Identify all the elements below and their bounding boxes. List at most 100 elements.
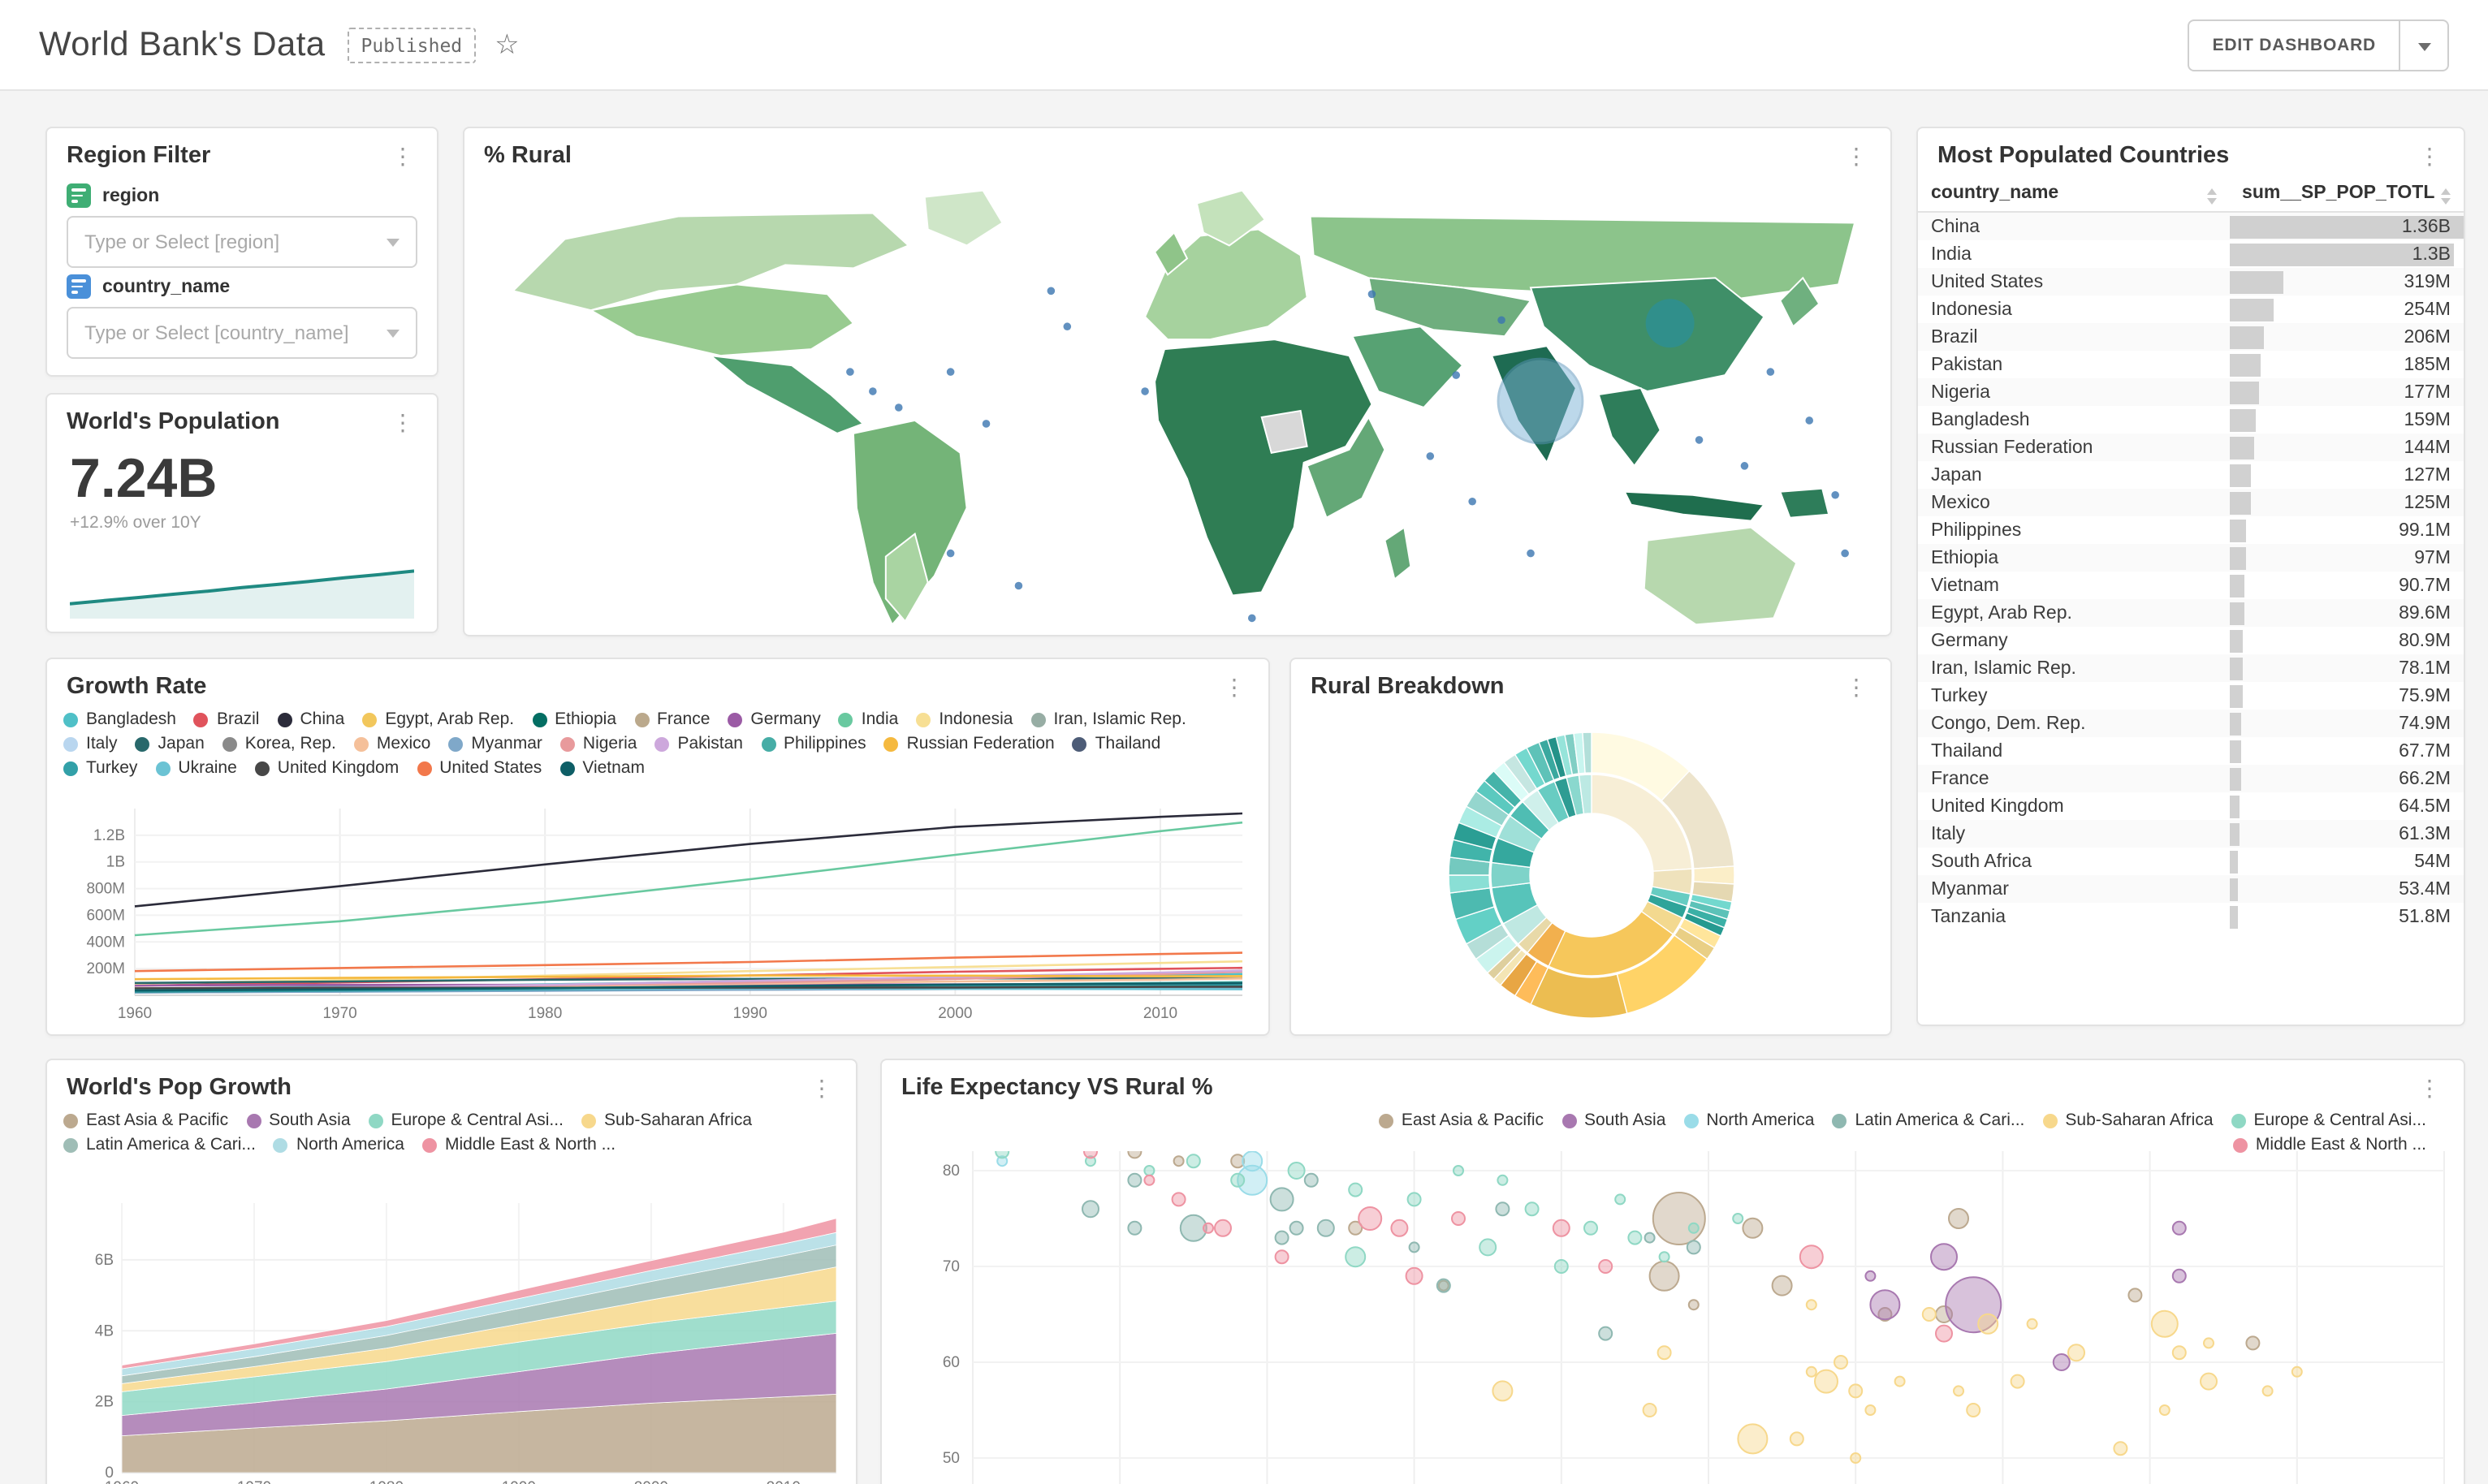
legend-item[interactable]: Turkey [63,758,137,778]
legend-item[interactable]: Egypt, Arab Rep. [362,710,514,729]
favorite-star-icon[interactable] [495,31,520,58]
scatter-bubble[interactable] [996,1155,1009,1167]
scatter-bubble[interactable] [1894,1375,1906,1387]
map-region-indonesia[interactable] [1623,490,1766,522]
scatter-bubble[interactable] [1186,1154,1201,1169]
legend-item[interactable]: Europe & Central Asi... [2231,1111,2426,1130]
scatter-bubble[interactable] [1814,1369,1838,1394]
scatter-bubble[interactable] [1864,1270,1877,1282]
legend-item[interactable]: Germany [728,710,821,729]
scatter-bubble[interactable] [1953,1385,1964,1397]
kebab-menu-icon[interactable] [1842,675,1871,698]
scatter-bubble[interactable] [1127,1220,1142,1236]
scatter-bubble[interactable] [1390,1219,1409,1237]
legend-item[interactable]: Sub-Saharan Africa [2042,1111,2214,1130]
legend-item[interactable]: Japan [135,734,205,753]
legend-item[interactable]: Vietnam [559,758,645,778]
scatter-bubble[interactable] [1143,1174,1155,1186]
column-header-country[interactable]: country_name [1918,177,2230,213]
scatter-bubble[interactable] [1732,1213,1744,1224]
scatter-bubble[interactable] [1406,1192,1422,1207]
scatter-bubble[interactable] [1143,1165,1155,1176]
legend-item[interactable]: Russian Federation [883,734,1055,753]
scatter-bubble[interactable] [1289,1220,1304,1236]
region-select[interactable]: Type or Select [region] [67,216,417,268]
scatter-bubble[interactable] [1230,1154,1246,1169]
scatter-bubble[interactable] [1737,1423,1769,1455]
legend-item[interactable]: Latin America & Cari... [63,1135,256,1154]
scatter-bubble[interactable] [1930,1243,1958,1271]
scatter-bubble[interactable] [1789,1431,1804,1447]
scatter-bubble[interactable] [1408,1241,1420,1253]
scatter-bubble[interactable] [2052,1353,2071,1371]
legend-item[interactable]: Indonesia [916,710,1013,729]
legend-item[interactable]: Korea, Rep. [222,734,336,753]
scatter-bubble[interactable] [995,1151,1010,1159]
kebab-menu-icon[interactable] [1842,145,1871,167]
scatter-bubble[interactable] [1274,1249,1289,1265]
legend-item[interactable]: Ethiopia [532,710,616,729]
map-region-canada[interactable] [511,212,910,312]
scatter-bubble[interactable] [2171,1268,2187,1283]
legend-item[interactable]: Mexico [353,734,430,753]
scatter-bubble[interactable] [1358,1206,1383,1231]
scatter-bubble[interactable] [1479,1238,1497,1257]
scatter-bubble[interactable] [1627,1230,1643,1245]
country-name-select[interactable]: Type or Select [country_name] [67,307,417,359]
scatter-bubble[interactable] [1850,1452,1862,1464]
map-region-united-kingdom[interactable] [1153,231,1189,276]
scatter-bubble[interactable] [1552,1219,1570,1237]
scatter-bubble[interactable] [1497,1174,1509,1186]
scatter-bubble[interactable] [1437,1279,1449,1292]
kebab-menu-icon[interactable] [388,411,417,434]
legend-item[interactable]: South Asia [246,1111,351,1130]
legend-item[interactable]: North America [1683,1111,1814,1130]
scatter-bubble[interactable] [1303,1172,1319,1188]
scatter-bubble[interactable] [1805,1299,1817,1311]
map-region-middle-east[interactable] [1351,326,1464,409]
map-region-madagascar[interactable] [1384,525,1412,581]
kebab-menu-icon[interactable] [2415,145,2444,167]
kebab-menu-icon[interactable] [807,1076,836,1099]
scatter-bubble[interactable] [1553,1259,1569,1274]
scatter-bubble[interactable] [1345,1246,1367,1268]
map-region-china[interactable] [1529,277,1765,393]
scatter-bubble[interactable] [2245,1335,2261,1351]
scatter-bubble[interactable] [1658,1251,1670,1263]
scatter-bubble[interactable] [1935,1324,1953,1343]
legend-item[interactable]: Latin America & Cari... [1832,1111,2024,1130]
scatter-bubble[interactable] [1436,1278,1451,1293]
scatter-bubble[interactable] [1966,1403,1981,1417]
scatter-bubble[interactable] [1173,1155,1185,1167]
scatter-bubble[interactable] [1127,1172,1142,1188]
legend-item[interactable]: China [277,710,344,729]
scatter-bubble[interactable] [1657,1345,1672,1361]
legend-item[interactable]: Pakistan [654,734,743,753]
legend-item[interactable]: Nigeria [559,734,637,753]
scatter-bubble[interactable] [1799,1245,1824,1270]
scatter-bubble[interactable] [1274,1230,1289,1245]
scatter-bubble[interactable] [2026,1318,2038,1330]
kebab-menu-icon[interactable] [2415,1076,2444,1099]
legend-item[interactable]: Myanmar [448,734,542,753]
scatter-bubble[interactable] [1834,1355,1848,1370]
scatter-bubble[interactable] [1085,1155,1096,1167]
map-region-no-data-country[interactable] [1260,409,1308,455]
legend-item[interactable]: Europe & Central Asi... [368,1111,564,1130]
legend-item[interactable]: United Kingdom [254,758,399,778]
scatter-bubble[interactable] [1171,1192,1186,1207]
scatter-bubble[interactable] [1687,1222,1700,1234]
legend-item[interactable]: France [634,710,710,729]
map-region-united-states[interactable] [588,283,855,357]
map-region-scandinavia[interactable] [1195,189,1267,247]
scatter-bubble[interactable] [1242,1151,1263,1172]
kebab-menu-icon[interactable] [388,145,417,167]
scatter-bubble[interactable] [1864,1404,1877,1416]
scatter-bubble[interactable] [2171,1220,2187,1236]
scatter-bubble[interactable] [1869,1289,1901,1321]
scatter-bubble[interactable] [1179,1214,1207,1242]
scatter-bubble[interactable] [1451,1211,1466,1226]
scatter-bubble[interactable] [1082,1200,1099,1219]
scatter-bubble[interactable] [1598,1326,1613,1341]
legend-item[interactable]: United States [417,758,542,778]
